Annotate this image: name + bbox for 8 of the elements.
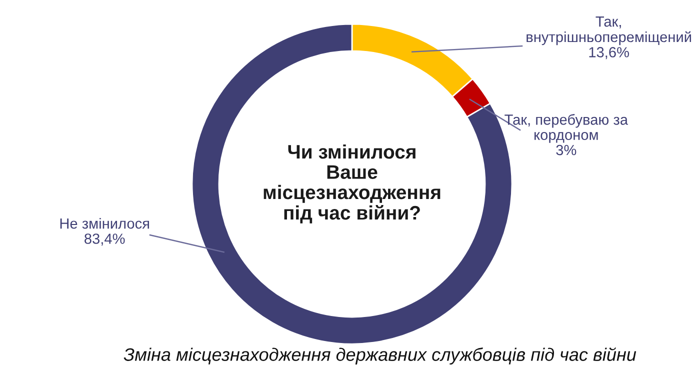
text: Зміна місцезнаходження державних службовців під час війни [124, 347, 636, 365]
data-label: 3% [556, 144, 576, 156]
slice-label: Так, внутрішньопереміщений [526, 16, 691, 46]
text: Чи змінилося Ваше місцезнаходження під час війни? [264, 144, 440, 224]
slice-label: Так, перебуваю за кордоном [504, 114, 628, 143]
data-label: 83,4% [84, 234, 125, 246]
data-label: 13,6% [589, 47, 629, 60]
slice-label: Не змінилося [60, 218, 149, 229]
